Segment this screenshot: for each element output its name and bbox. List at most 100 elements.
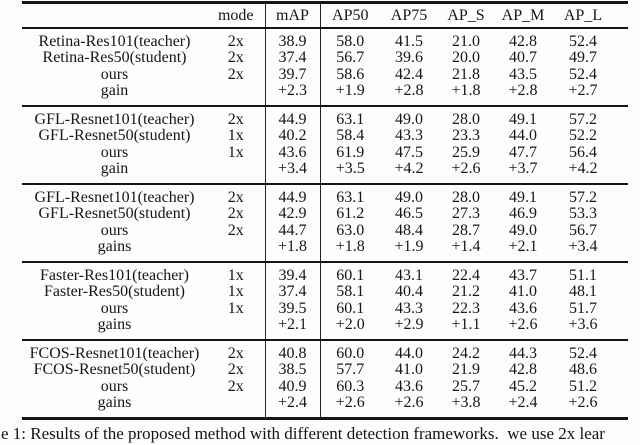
model-label-cell: gains [97,317,132,333]
metric-value-cell: 63.0 [319,222,380,239]
table-section: Retina-Res101(teacher) 2x 38.9 58.0 41.5 21.0… [22,28,628,106]
model-label-cell: ours [100,378,129,395]
model-label-cell: Retina-Res50(student) [42,50,187,66]
metric-value-cell: +2.0 [319,317,380,340]
metric-value-cell: +2.8 [394,83,424,99]
column-header-ap75: AP75 [390,7,428,24]
mode-cell: 2x [227,66,244,83]
metric-value-cell: +4.2 [394,161,424,177]
column-header-ap-l: AP_L [563,7,603,24]
metric-value-cell: 49.0 [509,222,537,239]
results-table: mode mAP AP50 AP75 AP_S AP_M AP_L Retina… [22,1,628,420]
metric-value-cell: 39.6 [395,50,423,66]
metric-value-cell: 40.9 [264,378,320,395]
metric-value-cell: +3.4 [568,239,598,255]
metric-value-cell: 44.0 [509,128,537,144]
metric-value-cell: 60.3 [319,378,380,395]
table-row: Retina-Res50(student) 2x 37.4 56.7 39.6 20.0 4… [22,50,628,67]
table-section: Faster-Res101(teacher) 1x 39.4 60.1 43.1 22.4… [22,262,628,340]
column-header-mode: mode [217,7,254,24]
metric-value-cell: 40.2 [264,128,320,145]
metric-value-cell: +3.8 [451,395,481,411]
metric-value-cell: +3.5 [319,161,380,184]
metric-value-cell: +1.9 [394,239,424,255]
metric-value-cell: 43.3 [395,300,423,317]
table-row: Retina-Res101(teacher) 2x 38.9 58.0 41.5 21.0… [22,28,628,50]
metric-value-cell: +3.7 [508,161,538,177]
model-label-cell: Retina-Res101(teacher) [38,32,191,50]
metric-value-cell: 48.6 [569,362,597,378]
table-row: ours 2x 39.7 58.6 42.4 21.8 43.5 52.4 [22,66,628,83]
metric-value-cell: 43.6 [395,378,423,395]
table-row: gains +1.8 +1.8 +1.9 +1.4 +2.1 +3.4 [22,239,628,262]
metric-value-cell: 40.7 [509,50,537,66]
mode-cell [207,395,265,419]
table-caption: e 1: Results of the proposed method with… [1,424,605,443]
metric-value-cell: +2.6 [394,395,424,411]
column-header-ap50: AP50 [319,2,380,28]
metric-value-cell: +2.4 [264,395,320,419]
model-label-cell: ours [100,66,129,83]
metric-value-cell: 56.4 [569,144,597,161]
metric-value-cell: 51.7 [569,300,597,317]
metric-value-cell: +2.1 [508,239,538,255]
metric-value-cell: 63.1 [319,106,380,128]
metric-value-cell: 60.0 [319,340,380,362]
metric-value-cell: 43.6 [509,300,537,317]
metric-value-cell: 39.5 [264,300,320,317]
column-header-blank [22,3,207,29]
metric-value-cell: 52.4 [569,32,597,50]
metric-value-cell: 44.7 [264,222,320,239]
metric-value-cell: 44.0 [395,344,423,362]
header-row: mode mAP AP50 AP75 AP_S AP_M AP_L [22,2,628,29]
metric-value-cell: 60.1 [319,262,380,284]
metric-value-cell: 51.1 [569,266,597,284]
column-header-ap-s: AP_S [447,7,485,24]
table-row: gain +3.4 +3.5 +4.2 +2.6 +3.7 +4.2 [22,161,628,184]
metric-value-cell: 28.7 [452,222,480,239]
metric-value-cell: +2.6 [451,161,481,177]
mode-cell [207,83,265,106]
mode-cell [207,317,265,340]
metric-value-cell: 49.1 [509,110,537,128]
metric-value-cell: 41.0 [395,362,423,378]
metric-value-cell: 39.4 [264,262,320,284]
metric-value-cell: 42.4 [395,66,423,83]
column-header-ap-m: AP_M [501,7,545,24]
metric-value-cell: +3.6 [568,317,598,333]
results-table-grid: mode mAP AP50 AP75 AP_S AP_M AP_L Retina… [22,1,628,420]
metric-value-cell: 49.0 [395,188,423,206]
mode-cell: 2x [227,50,244,66]
table-row: gains +2.4 +2.6 +2.6 +3.8 +2.4 +2.6 [22,395,628,419]
metric-value-cell: +1.8 [264,239,320,262]
metric-value-cell: 49.0 [395,110,423,128]
metric-value-cell: +1.9 [319,83,380,106]
metric-value-cell: 46.5 [395,206,423,222]
metric-value-cell: 22.3 [452,300,480,317]
model-label-cell: gain [100,83,129,99]
mode-cell: 2x [227,222,244,239]
table-row: GFL-Resnet50(student) 1x 40.2 58.4 43.3 23.3 4… [22,128,628,145]
mode-cell [207,161,265,184]
metric-value-cell: 42.9 [264,206,320,223]
metric-value-cell: +1.1 [451,317,481,333]
metric-value-cell: 25.9 [452,144,480,161]
metric-value-cell: 44.9 [264,106,320,128]
metric-value-cell: 43.1 [395,266,423,284]
metric-value-cell: 63.1 [319,184,380,206]
table-row: ours 2x 44.7 63.0 48.4 28.7 49.0 56.7 [22,222,628,239]
metric-value-cell: 52.4 [569,66,597,83]
mode-cell: 2x [227,344,244,362]
metric-value-cell: 40.8 [264,340,320,362]
metric-value-cell: 52.2 [569,128,597,144]
metric-value-cell: 43.6 [264,144,320,161]
metric-value-cell: +2.6 [508,317,538,333]
table-row: Faster-Res101(teacher) 1x 39.4 60.1 43.1 22.4… [22,262,628,284]
metric-value-cell: +2.4 [508,395,538,411]
model-label-cell: Faster-Res50(student) [44,284,185,300]
metric-value-cell: 56.7 [569,222,597,239]
metric-value-cell: 57.2 [569,188,597,206]
metric-value-cell: 21.0 [452,32,480,50]
metric-value-cell: 58.0 [319,28,380,50]
metric-value-cell: 57.7 [319,362,380,379]
